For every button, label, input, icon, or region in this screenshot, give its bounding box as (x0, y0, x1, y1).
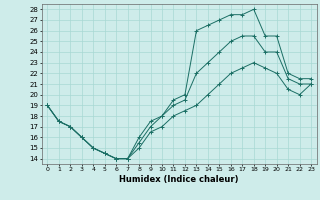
X-axis label: Humidex (Indice chaleur): Humidex (Indice chaleur) (119, 175, 239, 184)
